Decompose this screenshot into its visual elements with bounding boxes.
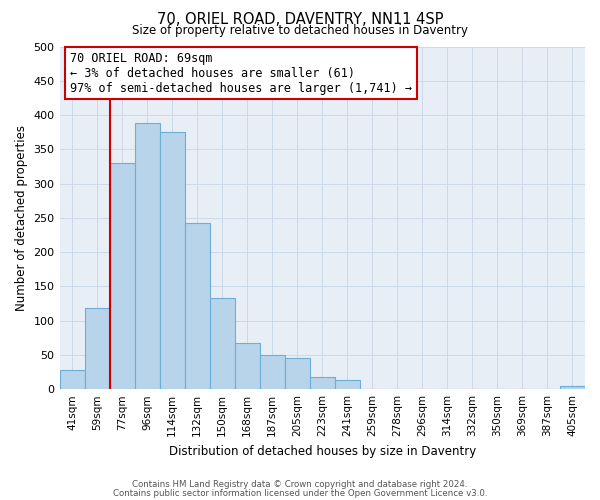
Y-axis label: Number of detached properties: Number of detached properties [15, 125, 28, 311]
Bar [260, 355, 285, 389]
Bar [335, 380, 360, 389]
X-axis label: Distribution of detached houses by size in Daventry: Distribution of detached houses by size … [169, 444, 476, 458]
Text: 70, ORIEL ROAD, DAVENTRY, NN11 4SP: 70, ORIEL ROAD, DAVENTRY, NN11 4SP [157, 12, 443, 28]
Bar [310, 377, 335, 389]
Bar [285, 358, 310, 389]
Text: 70 ORIEL ROAD: 69sqm
← 3% of detached houses are smaller (61)
97% of semi-detach: 70 ORIEL ROAD: 69sqm ← 3% of detached ho… [70, 52, 412, 94]
Bar [209, 298, 235, 389]
Bar [560, 386, 585, 389]
Bar [185, 224, 209, 389]
Bar [134, 124, 160, 389]
Text: Contains public sector information licensed under the Open Government Licence v3: Contains public sector information licen… [113, 488, 487, 498]
Bar [59, 370, 85, 389]
Bar [235, 342, 260, 389]
Bar [85, 308, 110, 389]
Text: Contains HM Land Registry data © Crown copyright and database right 2024.: Contains HM Land Registry data © Crown c… [132, 480, 468, 489]
Text: Size of property relative to detached houses in Daventry: Size of property relative to detached ho… [132, 24, 468, 37]
Bar [160, 132, 185, 389]
Bar [110, 163, 134, 389]
